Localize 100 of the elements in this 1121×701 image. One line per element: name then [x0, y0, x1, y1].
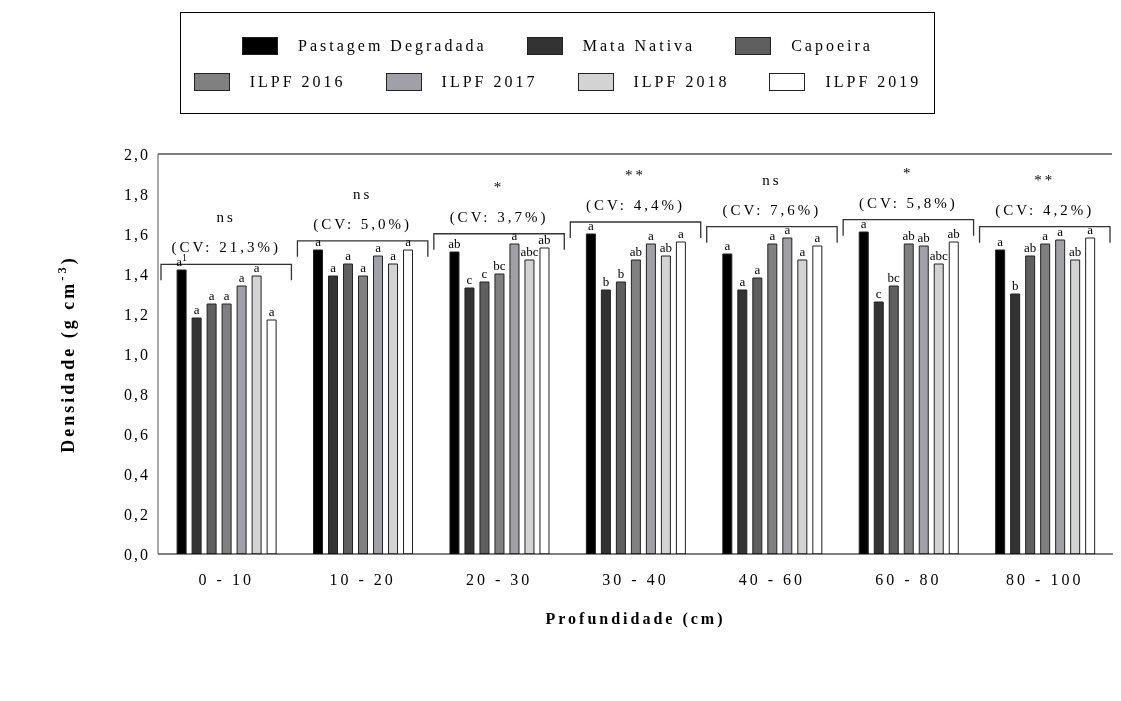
bar [236, 285, 247, 554]
bar [221, 303, 232, 554]
data-label: a [860, 216, 867, 231]
bar [737, 289, 748, 554]
data-label: ab [659, 240, 673, 255]
data-label: c [875, 286, 882, 301]
bar [1055, 239, 1066, 554]
bar [1085, 237, 1096, 554]
bar [782, 237, 793, 554]
bar [948, 241, 959, 554]
data-label: b [602, 274, 610, 289]
bar [767, 243, 778, 554]
bar [388, 263, 399, 554]
legend-label: Mata Nativa [582, 37, 696, 55]
data-label: a [1057, 224, 1064, 239]
legend-label: ILPF 2018 [633, 73, 730, 91]
data-label: a [253, 260, 260, 275]
data-label: a [330, 260, 337, 275]
x-tick-label: 80 - 100 [1006, 571, 1084, 589]
data-label: ab [1069, 244, 1082, 259]
x-tick-label: 0 - 10 [198, 571, 254, 589]
y-tick-label: 1,4 [124, 265, 150, 283]
data-label: a [814, 230, 821, 245]
bar [645, 243, 656, 554]
bar [251, 275, 262, 554]
data-label: a [754, 262, 761, 277]
annotation: (CV: 3,7%) [449, 208, 549, 226]
bar [888, 285, 899, 554]
bar [358, 275, 369, 554]
x-tick-label: 60 - 80 [875, 571, 942, 589]
data-label: a [345, 248, 352, 263]
annotation: (CV: 4,4%) [586, 197, 685, 214]
y-tick-label: 0,2 [124, 505, 150, 523]
annotation: ns [762, 171, 782, 188]
bar [373, 255, 384, 554]
data-label: abc [929, 248, 948, 263]
data-label: ab [902, 228, 915, 243]
data-label: b [617, 266, 625, 281]
y-tick-label: 2,0 [124, 145, 150, 163]
bar [903, 243, 914, 554]
bar [464, 287, 475, 554]
data-label: a [648, 228, 654, 243]
annotation: (CV: 4,2%) [995, 201, 1095, 219]
data-label: ab [448, 236, 461, 251]
x-axis-title: Profundidade (cm) [545, 610, 726, 628]
bar [1070, 259, 1081, 554]
data-label: ab [1024, 240, 1037, 255]
data-label: a [799, 244, 806, 259]
data-label: ab [947, 226, 960, 241]
annotation: (CV: 5,0%) [313, 215, 413, 233]
x-tick-label: 40 - 60 [738, 571, 806, 589]
bar [812, 245, 823, 554]
y-tick-label: 0,4 [124, 465, 150, 483]
bar [539, 247, 550, 554]
bar [1040, 243, 1051, 554]
data-label: ab [917, 230, 930, 245]
data-label: a [360, 260, 367, 275]
data-label: ab [629, 244, 643, 259]
legend-label: ILPF 2019 [825, 73, 922, 91]
bar [328, 275, 339, 554]
data-label: abc [520, 244, 539, 259]
data-label: c [466, 272, 473, 287]
bar [191, 317, 202, 554]
data-label: b [1011, 278, 1019, 293]
data-label: a [511, 228, 518, 243]
bar [660, 255, 671, 554]
data-label: a [739, 274, 746, 289]
y-tick-label: 1,2 [124, 305, 150, 323]
data-label: bc [493, 258, 506, 273]
annotation: * [493, 178, 505, 195]
y-tick-label: 0,0 [124, 545, 150, 563]
data-label: a [193, 302, 200, 317]
annotation: ** [625, 167, 646, 183]
y-tick-label: 1,0 [124, 345, 150, 363]
data-label: c [481, 266, 488, 281]
annotation: ns [352, 185, 373, 202]
data-label: a [375, 240, 382, 255]
bar [933, 263, 944, 554]
legend-label: ILPF 2017 [441, 73, 538, 91]
annotation: (CV: 7,6%) [722, 201, 822, 219]
bar [266, 319, 277, 554]
data-label: a [724, 238, 731, 253]
bar [675, 241, 686, 554]
data-label: a [997, 234, 1004, 249]
data-label: ab [538, 232, 551, 247]
annotation: (CV: 5,8%) [858, 194, 958, 212]
legend-label: Capoeira [791, 37, 873, 55]
data-label: a [588, 218, 594, 233]
bar [797, 259, 808, 554]
annotation: ** [1034, 171, 1056, 188]
data-label: bc [887, 270, 901, 285]
data-label: a [390, 248, 397, 263]
data-label: a [1042, 228, 1049, 243]
y-tick-label: 1,8 [124, 185, 150, 203]
y-tick-label: 0,8 [124, 385, 150, 403]
annotation: ns [216, 209, 236, 226]
bar [403, 249, 414, 554]
y-tick-label: 0,6 [124, 425, 150, 443]
bar [479, 281, 490, 554]
bar [509, 243, 520, 554]
